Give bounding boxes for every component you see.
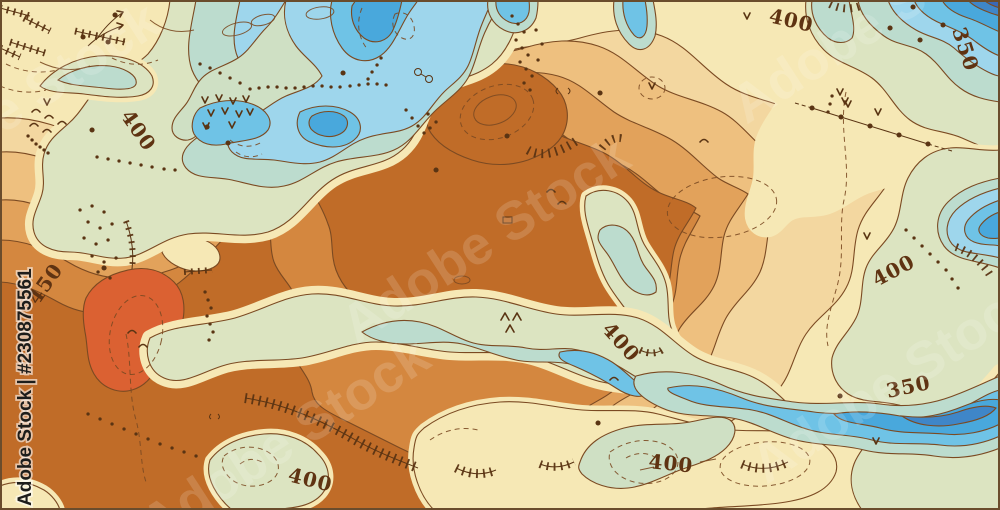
valley-branch-teal [597, 224, 657, 296]
contour-detail-lines [0, 6, 848, 487]
spruce-caret-marks [500, 312, 522, 333]
scree-dot-trails [26, 14, 960, 458]
valley-nw-finger-teal [57, 65, 137, 90]
lake-nw-deep-a [350, 0, 403, 43]
lake-nw-deep-b [308, 110, 349, 138]
stream-top-b-core [622, 0, 648, 39]
stream-top-a-core [495, 0, 530, 25]
stock-id-watermark: Adobe Stock | #230875561 [15, 268, 36, 506]
scrub-v-marks [43, 12, 882, 445]
power-line [794, 102, 953, 152]
elevation-label: 400 [647, 449, 694, 478]
ridge-e-cream-halo [744, 65, 907, 238]
quarry-comb-hatches [453, 346, 791, 479]
depression-sw-green [208, 433, 329, 510]
valley-s-blue-streak [558, 349, 651, 397]
direction-arrows [87, 10, 124, 47]
sinkhole-spectacles [209, 68, 571, 420]
cliff-tick-lines [0, 4, 213, 275]
lake-nw-mid-b [191, 99, 271, 146]
embankment-ladder-hatches [244, 0, 994, 473]
depression-s-green [578, 416, 736, 489]
grass-tuft-marks [29, 108, 709, 381]
map-symbols [0, 0, 994, 479]
lake-e-deep [978, 211, 1000, 239]
river-se-deepest [899, 405, 997, 427]
river-se-deep [832, 398, 1000, 436]
